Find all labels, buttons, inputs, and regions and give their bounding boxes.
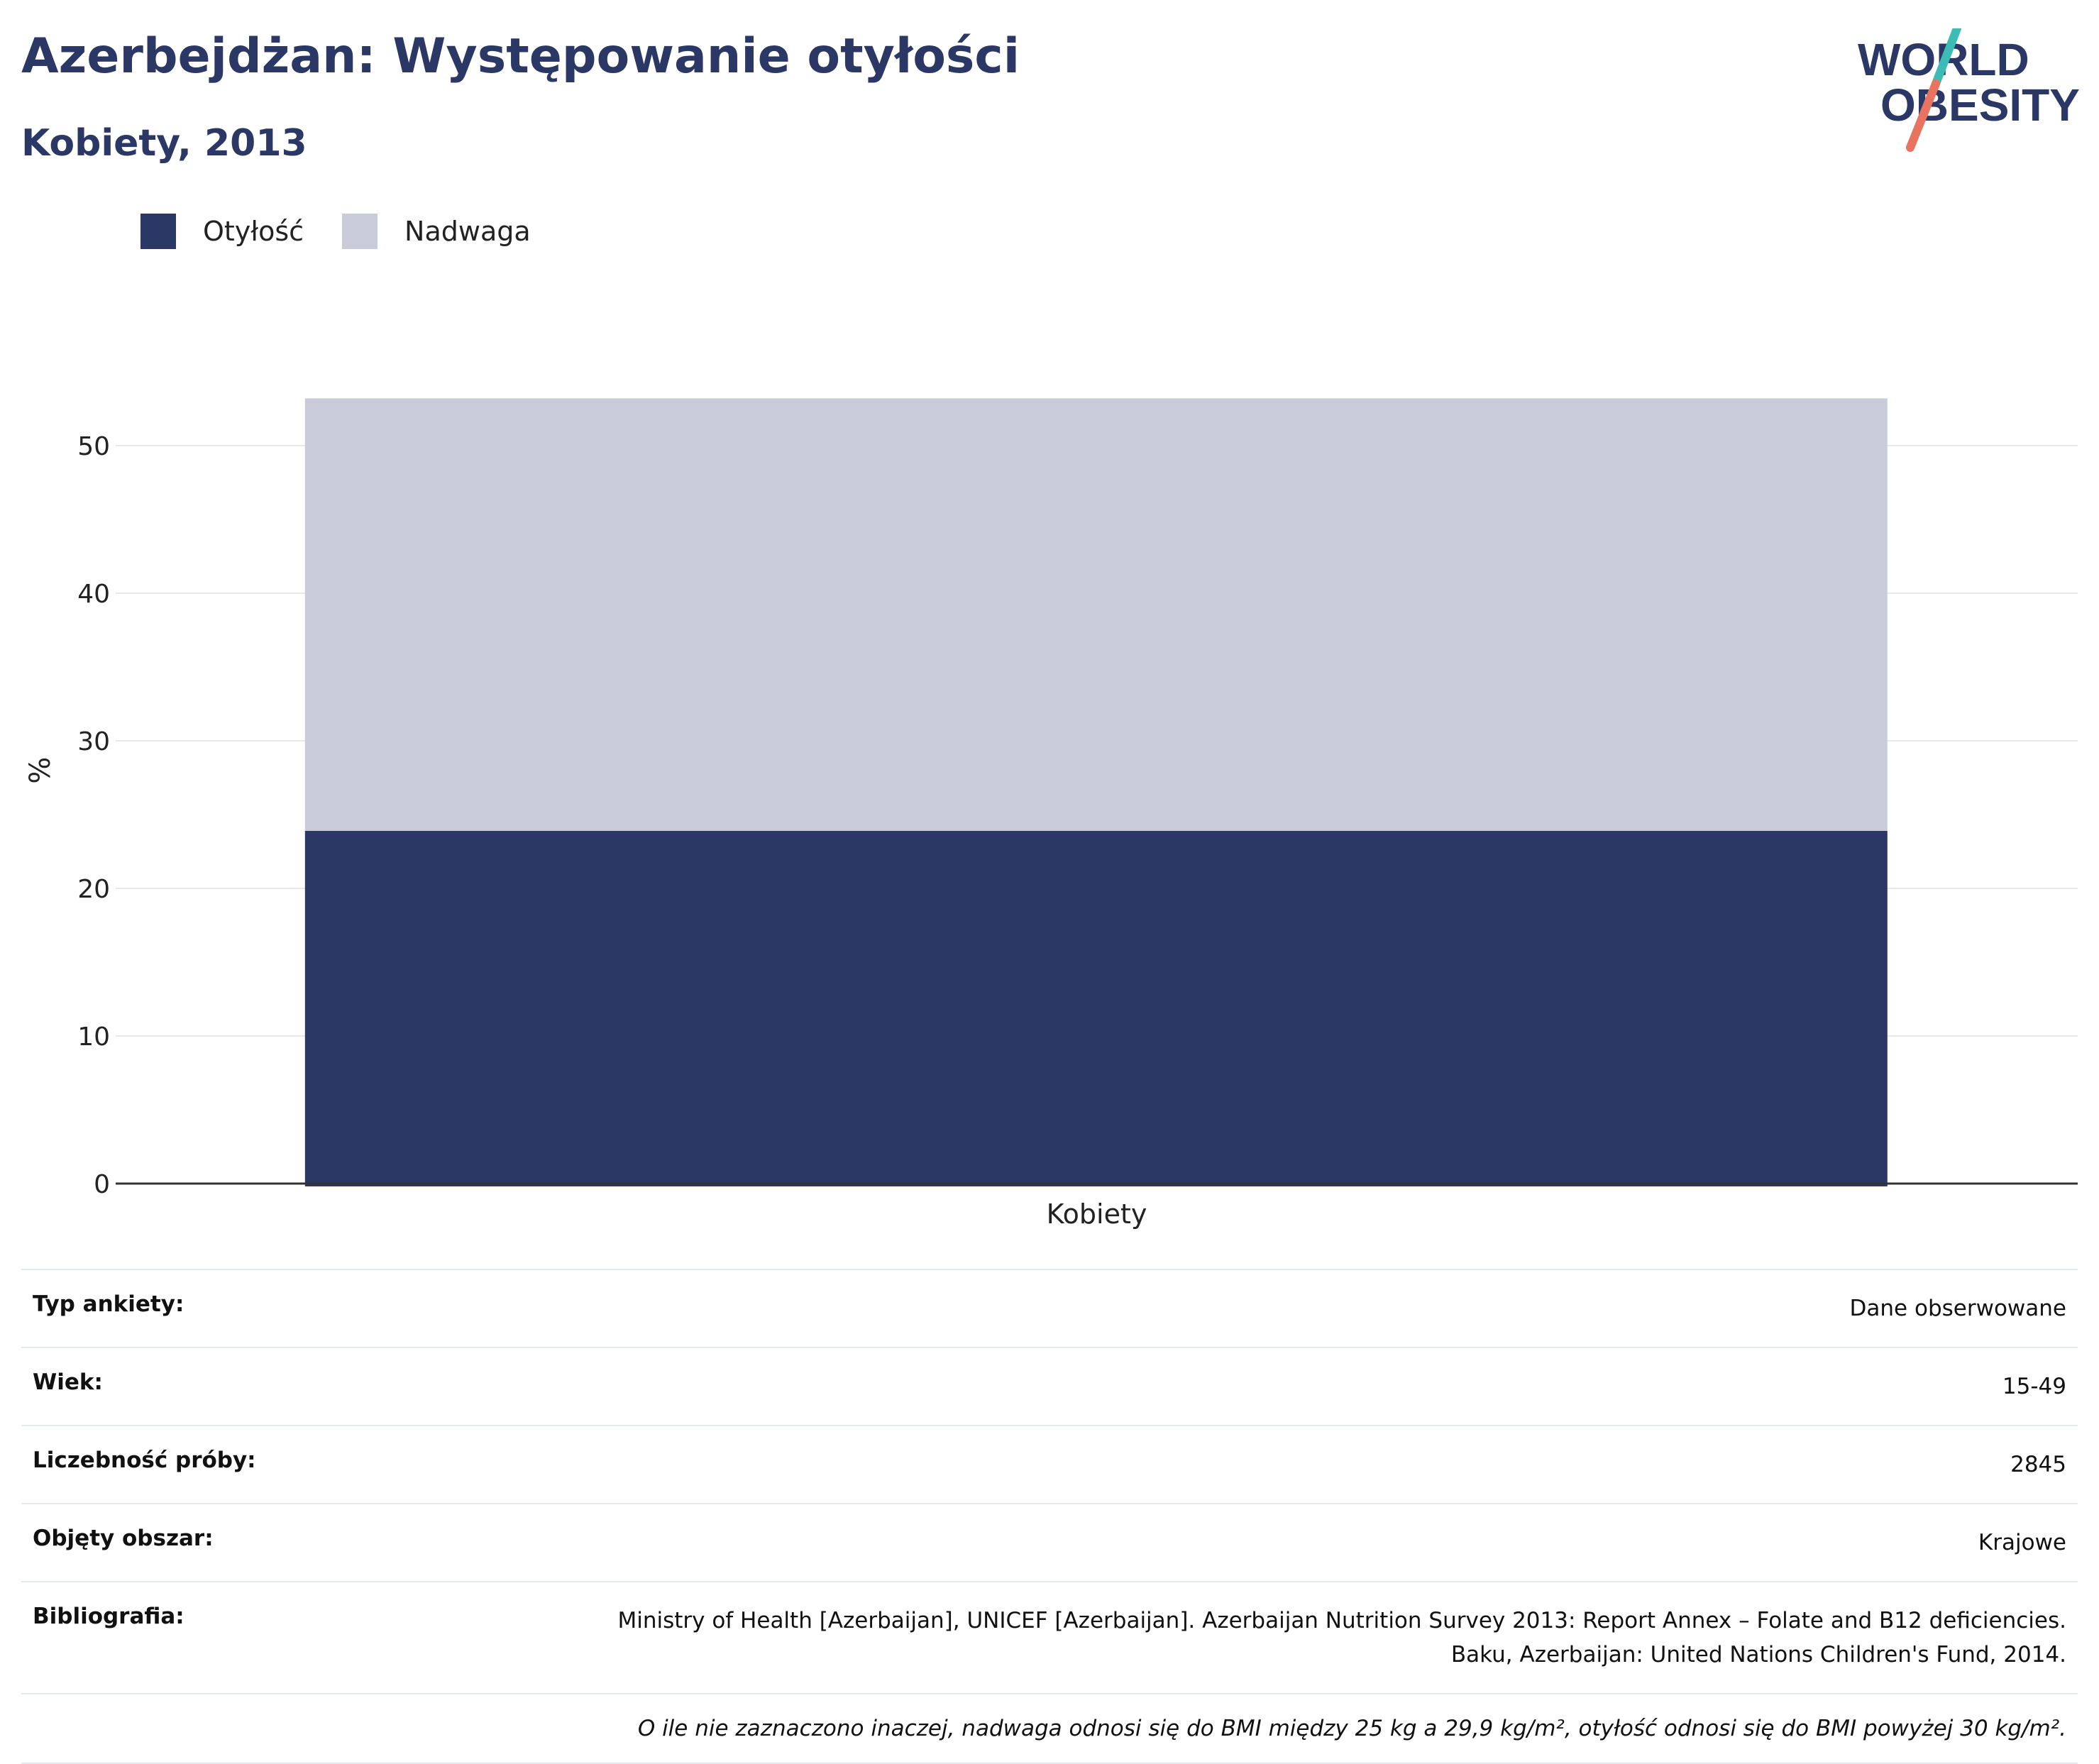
info-table: Typ ankiety: Dane obserwowane Wiek: 15-4… xyxy=(21,1269,2078,1764)
info-key-bibliography: Bibliografia: xyxy=(33,1604,184,1629)
info-row-bibliography: Bibliografia: Ministry of Health [Azerba… xyxy=(21,1581,2078,1693)
y-tick-label-30: 30 xyxy=(77,727,110,756)
legend-swatch-overweight xyxy=(342,214,378,249)
legend-label-obesity: Otyłość xyxy=(203,216,304,247)
bibliography-line-1: Ministry of Health [Azerbaijan], UNICEF … xyxy=(617,1608,2066,1633)
bar-chart: 0 10 20 30 40 50 Kobiety% xyxy=(24,398,2078,1230)
info-value-age: 15-49 xyxy=(2002,1374,2066,1399)
info-row-area: Objęty obszar: Krajowe xyxy=(21,1503,2078,1581)
y-tick-label-40: 40 xyxy=(77,580,110,609)
legend-item-obesity[interactable]: Otyłość xyxy=(141,214,304,249)
info-row-survey-type: Typ ankiety: Dane obserwowane xyxy=(21,1269,2078,1347)
bar-obesity-0 xyxy=(304,830,1888,1186)
legend-item-overweight[interactable]: Nadwaga xyxy=(342,214,531,249)
info-note: O ile nie zaznaczono inaczej, nadwaga od… xyxy=(637,1716,2066,1741)
legend-label-overweight: Nadwaga xyxy=(404,216,531,247)
info-value-sample-size: 2845 xyxy=(2010,1452,2066,1477)
logo-slash-top xyxy=(1932,28,1961,88)
y-axis-label: % xyxy=(24,757,57,784)
info-row-age: Wiek: 15-49 xyxy=(21,1347,2078,1425)
logo-slash-bottom xyxy=(1906,79,1940,152)
info-row-note: O ile nie zaznaczono inaczej, nadwaga od… xyxy=(21,1693,2078,1764)
info-key-sample-size: Liczebność próby: xyxy=(33,1448,256,1473)
info-value-survey-type: Dane obserwowane xyxy=(1849,1296,2066,1321)
info-key-age: Wiek: xyxy=(33,1369,103,1395)
y-tick-label-20: 20 xyxy=(77,875,110,904)
info-key-survey-type: Typ ankiety: xyxy=(33,1291,184,1317)
chart-legend: Otyłość Nadwaga xyxy=(141,210,569,253)
bibliography-line-2: Baku, Azerbaijan: United Nations Childre… xyxy=(1450,1642,2066,1667)
page-subtitle: Kobiety, 2013 xyxy=(21,122,307,165)
legend-swatch-obesity xyxy=(141,214,176,249)
info-row-sample-size: Liczebność próby: 2845 xyxy=(21,1425,2078,1503)
info-value-area: Krajowe xyxy=(1978,1530,2066,1555)
y-tick-label-10: 10 xyxy=(77,1022,110,1052)
bar-overweight-0 xyxy=(304,398,1888,831)
world-obesity-logo: WORLD OBESITY xyxy=(1858,28,2080,152)
y-tick-label-50: 50 xyxy=(77,432,110,461)
x-tick-label-0: Kobiety xyxy=(1047,1198,1147,1230)
y-tick-label-0: 0 xyxy=(94,1170,110,1199)
page-title: Azerbejdżan: Występowanie otyłości xyxy=(21,28,1020,84)
info-value-bibliography: Ministry of Health [Azerbaijan], UNICEF … xyxy=(617,1604,2066,1672)
logo-text-obesity: OBESITY xyxy=(1880,79,2080,131)
info-key-area: Objęty obszar: xyxy=(33,1526,214,1551)
